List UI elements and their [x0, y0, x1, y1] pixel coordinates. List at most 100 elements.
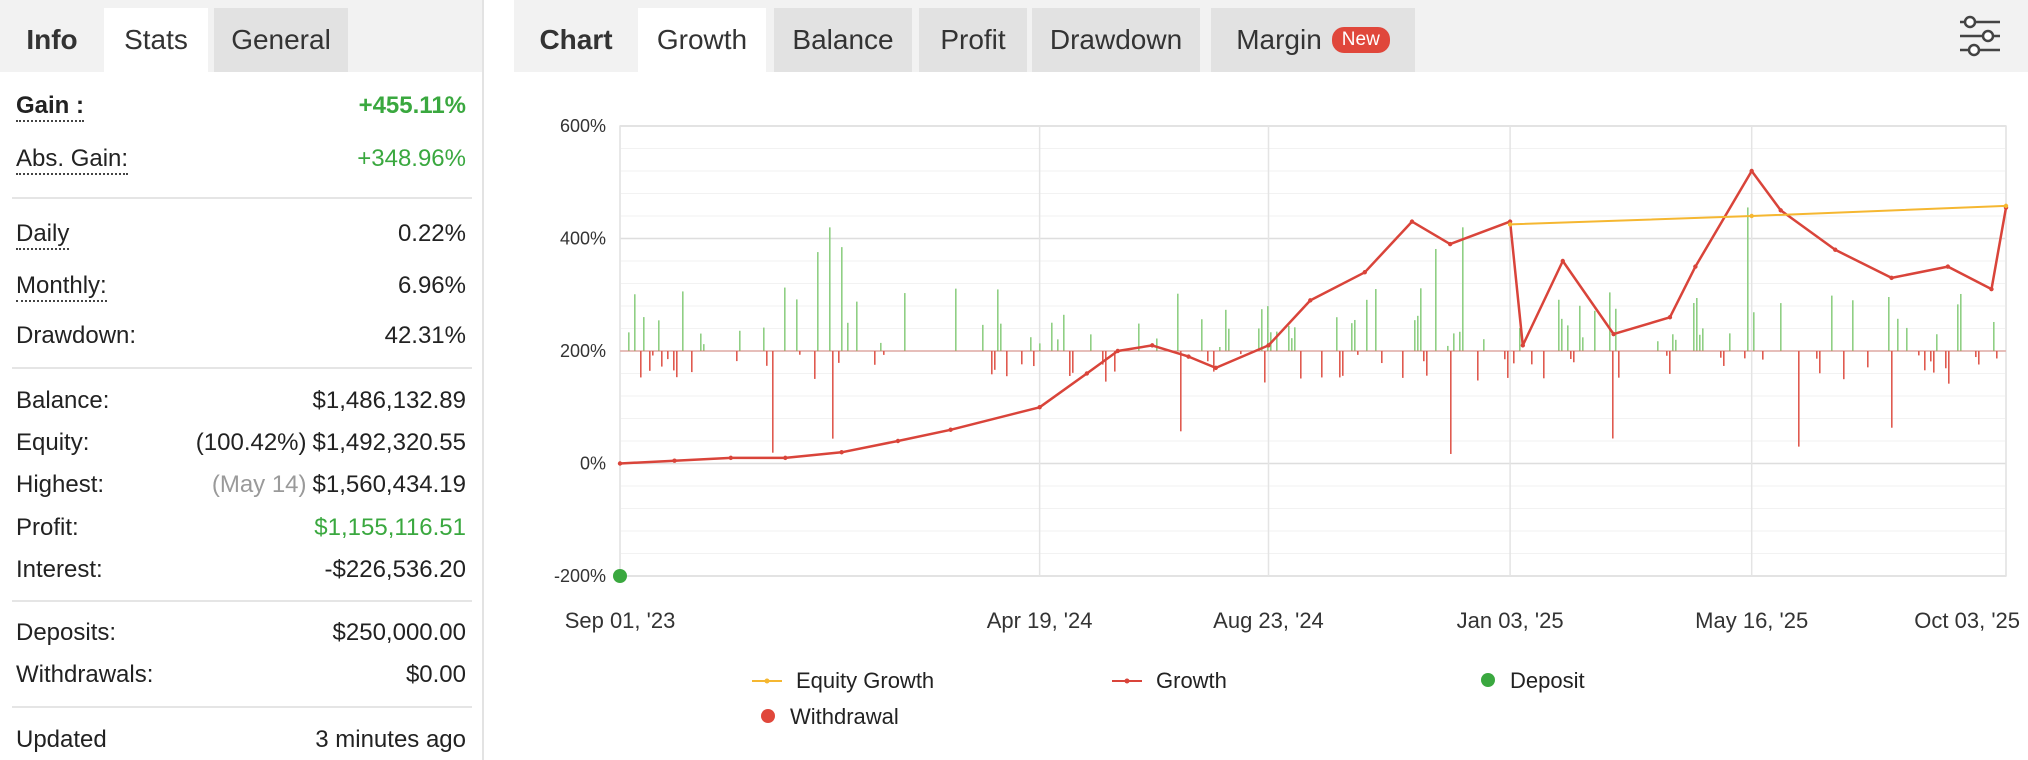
tab-chart[interactable]: Chart: [539, 24, 613, 55]
negative-bar: [1720, 351, 1722, 358]
positive-bar: [1366, 299, 1368, 351]
negative-bar: [673, 351, 675, 371]
positive-bar: [1267, 306, 1269, 351]
tab-growth[interactable]: Growth: [638, 8, 766, 72]
highest-values: (May 14) $1,560,434.19: [212, 471, 466, 499]
gain-label[interactable]: Gain :: [16, 92, 85, 122]
positive-bar: [658, 320, 660, 351]
legend-deposit-label: Deposit: [1510, 668, 1585, 693]
negative-bar: [1798, 351, 1800, 447]
growth-point: [1778, 208, 1783, 213]
positive-bar: [700, 333, 702, 351]
negative-bar: [1300, 351, 1302, 379]
negative-bar: [1918, 351, 1920, 356]
positive-bar: [841, 247, 843, 351]
legend-withdrawal-label: Withdrawal: [790, 704, 899, 729]
x-tick-label: May 16, '25: [1695, 608, 1808, 633]
negative-bar: [1357, 351, 1359, 355]
positive-bar: [763, 327, 765, 351]
growth-point: [1186, 354, 1191, 359]
updated-label: Updated: [16, 726, 107, 753]
daily-label[interactable]: Daily: [16, 220, 70, 250]
margin-label: Margin: [1236, 24, 1322, 55]
growth-point: [1520, 343, 1526, 348]
growth-point: [1667, 315, 1673, 320]
x-tick-label: Oct 03, '25: [1914, 608, 2020, 633]
x-tick-label: Sep 01, '23: [565, 608, 676, 633]
positive-bar: [643, 317, 645, 351]
negative-bar: [1996, 351, 1998, 359]
negative-bar: [799, 351, 801, 355]
stat-row-abs-gain: Abs. Gain: +348.96%: [0, 141, 482, 181]
positive-bar: [1261, 309, 1263, 351]
legend-growth[interactable]: Growth: [1112, 668, 1227, 694]
negative-bar: [1612, 351, 1614, 439]
tab-stats[interactable]: Stats: [104, 8, 208, 72]
positive-bar: [847, 322, 849, 351]
positive-bar: [1288, 325, 1290, 351]
negative-bar: [1762, 351, 1764, 360]
divider: [12, 367, 472, 369]
tab-general[interactable]: General: [214, 8, 348, 72]
positive-bar: [1417, 315, 1419, 351]
positive-bar: [1558, 299, 1560, 351]
growth-chart[interactable]: 600% 400% 200% 0% -200% Sep 01, '23 Apr 19, '2…: [514, 72, 2028, 760]
negative-bar: [874, 351, 876, 365]
daily-bars: [620, 207, 2006, 454]
tab-balance[interactable]: Balance: [774, 8, 912, 72]
negative-bar: [736, 351, 738, 362]
growth-point: [1084, 371, 1090, 376]
growth-point: [1308, 298, 1313, 303]
tab-info[interactable]: Info: [26, 24, 78, 55]
positive-bar: [1672, 334, 1674, 351]
tab-profit[interactable]: Profit: [919, 8, 1027, 72]
positive-bar: [1579, 305, 1581, 351]
stat-row-equity: Equity: (100.42%) $1,492,320.55: [0, 425, 482, 465]
equity-label: Equity:: [16, 429, 90, 456]
legend-withdrawal[interactable]: Withdrawal: [760, 704, 899, 730]
legend-equity-growth[interactable]: Equity Growth: [752, 668, 934, 694]
sliders-icon[interactable]: [1956, 14, 2004, 58]
highest-label: Highest:: [16, 471, 105, 498]
negative-bar: [1072, 351, 1074, 373]
positive-bar: [682, 291, 684, 351]
positive-bar: [1897, 318, 1899, 351]
growth-point: [1749, 168, 1754, 174]
positive-bar: [1375, 289, 1377, 351]
negative-bar: [1744, 351, 1746, 359]
growth-point: [1150, 343, 1155, 348]
growth-point: [1362, 270, 1367, 275]
positive-bar: [1567, 325, 1569, 351]
legend-deposit[interactable]: Deposit: [1480, 668, 1585, 694]
daily-value: 0.22%: [397, 220, 466, 247]
chart-panel: Chart Growth Balance Profit Drawdown Mar…: [514, 0, 2028, 760]
growth-point: [1945, 264, 1951, 269]
legend-equity-growth-label: Equity Growth: [796, 668, 935, 693]
positive-bar: [829, 227, 831, 351]
stat-row-deposits: Deposits: $250,000.00: [0, 615, 482, 655]
equity-growth-swatch: [752, 668, 782, 694]
positive-bar: [1291, 338, 1293, 351]
abs-gain-label[interactable]: Abs. Gain:: [16, 145, 129, 175]
tab-drawdown[interactable]: Drawdown: [1032, 8, 1200, 72]
negative-bar: [1426, 351, 1428, 376]
interest-label: Interest:: [16, 556, 103, 583]
positive-bar: [1831, 295, 1833, 351]
negative-bar: [1975, 351, 1977, 358]
positive-bar: [1609, 292, 1611, 351]
divider: [12, 197, 472, 199]
monthly-label[interactable]: Monthly:: [16, 272, 107, 302]
positive-bar: [1258, 328, 1260, 351]
negative-bar: [1105, 351, 1107, 382]
positive-bar: [628, 332, 630, 351]
growth-point: [948, 427, 953, 432]
negative-bar: [994, 351, 996, 370]
stats-panel: Info Stats General Gain : +455.11% Abs. …: [0, 0, 484, 760]
positive-bar: [1090, 334, 1092, 351]
tab-margin[interactable]: Margin New: [1211, 8, 1415, 72]
positive-bar: [739, 330, 741, 351]
negative-bar: [1102, 351, 1104, 365]
negative-bar: [1573, 351, 1575, 363]
positive-bar: [997, 289, 999, 351]
y-tick-label: 0%: [580, 454, 606, 474]
